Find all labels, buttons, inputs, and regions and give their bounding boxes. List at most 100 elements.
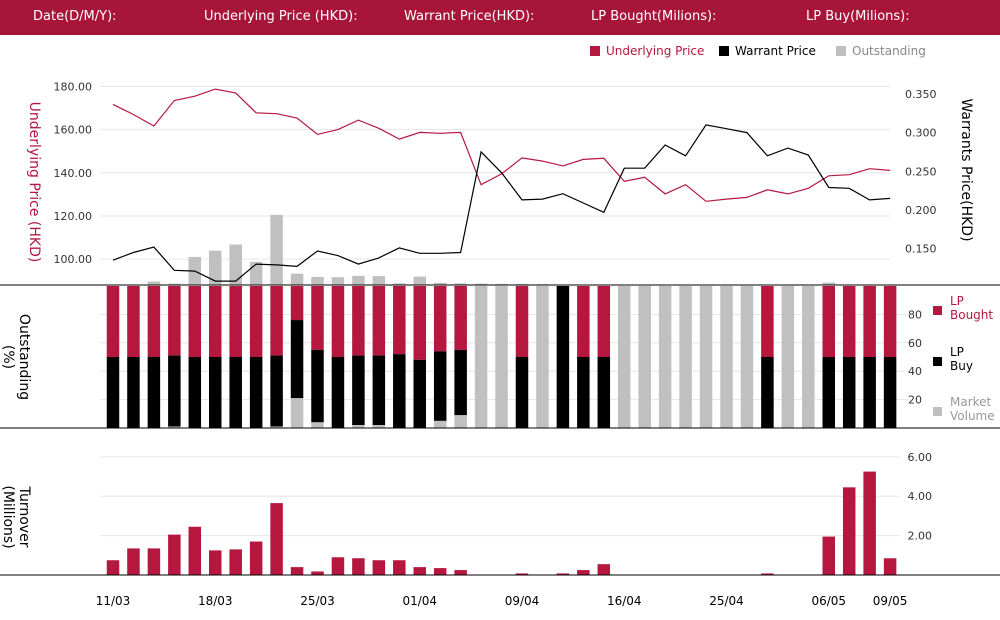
legend-outstanding: Outstanding: [852, 44, 926, 58]
legend-warrant-price: Warrant Price: [735, 44, 816, 58]
lp-buy-bar: [863, 357, 876, 428]
lp-buy-bar: [331, 357, 345, 428]
lp-bought-bar: [229, 286, 242, 357]
lp-buy-bar: [842, 357, 856, 428]
y-tick-right: 0.250: [905, 165, 937, 178]
turnover-bar: [209, 550, 222, 575]
outstanding-bar: [495, 283, 508, 285]
turnover-bar: [393, 560, 406, 575]
outstanding-bar: [311, 276, 324, 285]
market-volume-bar: [495, 286, 508, 428]
legend-lp-buy-line2: Buy: [950, 359, 973, 373]
lp-buy-bar: [597, 357, 611, 428]
y-axis-label-outstanding-1: Outstanding: [16, 314, 32, 400]
y-axis-label-right: Warrants Price(HKD): [958, 98, 974, 241]
legend-lp-bought-swatch: [933, 306, 942, 315]
market-volume-bar: [290, 398, 304, 428]
outstanding-bar: [168, 283, 181, 285]
y-tick-left: 140.00: [54, 167, 93, 180]
lp-bought-bar: [270, 286, 283, 356]
market-volume-bar: [618, 286, 631, 428]
lp-bought-bar: [372, 286, 386, 356]
turnover-bar: [147, 548, 161, 575]
market-volume-bar: [638, 286, 651, 428]
lp-buy-bar: [761, 357, 774, 428]
y-tick-right: 0.350: [905, 88, 937, 101]
lp-bought-bar: [433, 286, 447, 352]
legend-lp-bought-line1: LP: [950, 294, 964, 308]
turnover-bar: [331, 557, 345, 575]
x-tick-label: 16/04: [607, 594, 642, 608]
x-tick-label: 25/03: [300, 594, 335, 608]
y-tick-left: 180.00: [54, 80, 93, 93]
market-volume-bar: [699, 286, 713, 428]
lp-buy-bar: [229, 357, 242, 428]
lp-buy-bar: [311, 349, 324, 423]
outstanding-bar: [331, 277, 345, 285]
outstanding-bar: [290, 273, 304, 285]
y-tick-right: 0.150: [905, 243, 937, 256]
lp-bought-bar: [290, 286, 304, 321]
lp-buy-bar: [454, 349, 467, 416]
turnover-bar: [106, 560, 120, 575]
market-volume-bar: [720, 286, 733, 428]
turnover-bar: [127, 548, 140, 575]
outstanding-bar: [393, 283, 406, 285]
lp-buy-bar: [127, 357, 140, 428]
lp-bought-bar: [597, 286, 611, 357]
lp-bought-bar: [454, 286, 467, 350]
turnover-bar: [883, 558, 897, 575]
lp-bought-bar: [515, 286, 529, 357]
y-axis-label-outstanding-2: (%): [0, 345, 16, 369]
lp-buy-bar: [106, 357, 120, 428]
turnover-bar: [556, 573, 570, 575]
turnover-bar: [842, 487, 856, 575]
y-tick-outstanding: 60: [908, 337, 922, 350]
y-tick-right: 0.200: [905, 204, 937, 217]
x-tick-label: 09/04: [505, 594, 540, 608]
header-lp-buy-label: LP Buy(Milions):: [806, 9, 910, 24]
market-volume-bar: [352, 425, 365, 428]
y-tick-turnover: 4.00: [908, 490, 933, 503]
turnover-bar: [270, 503, 283, 575]
underlying-price-line: [112, 88, 891, 202]
lp-bought-bar: [249, 286, 263, 357]
lp-bought-bar: [883, 286, 897, 357]
y-axis-label-turnover-1: Turnover: [16, 486, 32, 548]
market-volume-bar: [679, 286, 692, 428]
lp-buy-bar: [352, 355, 365, 426]
turnover-bar: [597, 564, 611, 575]
lp-buy-bar: [515, 357, 529, 428]
outstanding-bar: [474, 283, 488, 285]
lp-bought-bar: [311, 286, 324, 350]
outstanding-bar: [413, 276, 426, 285]
y-tick-outstanding: 80: [908, 308, 922, 321]
lp-bought-bar: [127, 286, 140, 357]
lp-buy-bar: [168, 355, 181, 427]
lp-bought-bar: [168, 286, 181, 356]
turnover-bar: [352, 558, 365, 575]
outstanding-bar: [229, 244, 242, 285]
warrant-chart: 180.00 160.00 140.00 120.00 100.00 0.350 0.300…: [0, 44, 1000, 608]
y-tick-outstanding: 40: [908, 365, 922, 378]
turnover-bar: [290, 567, 304, 575]
turnover-bar: [372, 560, 386, 575]
x-tick-label: 09/05: [873, 594, 908, 608]
legend-lp-buy-swatch: [933, 357, 942, 366]
lp-buy-bar: [556, 286, 570, 428]
legend-underlying-price-swatch: [590, 46, 600, 56]
y-axis-label-left: Underlying Price (HKD): [26, 102, 42, 263]
lp-bought-bar: [209, 286, 222, 357]
legend-market-volume-swatch: [933, 407, 942, 416]
outstanding-bar: [454, 283, 467, 285]
outstanding-bar: [515, 283, 529, 285]
market-volume-bar: [433, 420, 447, 428]
y-tick-left: 100.00: [54, 253, 93, 266]
lp-bought-bar: [863, 286, 876, 357]
turnover-bar: [761, 573, 774, 575]
lp-bought-bar: [331, 286, 345, 357]
x-tick-label: 18/03: [198, 594, 233, 608]
lp-buy-bar: [883, 357, 897, 428]
warrant-price-line: [112, 124, 891, 282]
lp-buy-bar: [270, 355, 283, 427]
